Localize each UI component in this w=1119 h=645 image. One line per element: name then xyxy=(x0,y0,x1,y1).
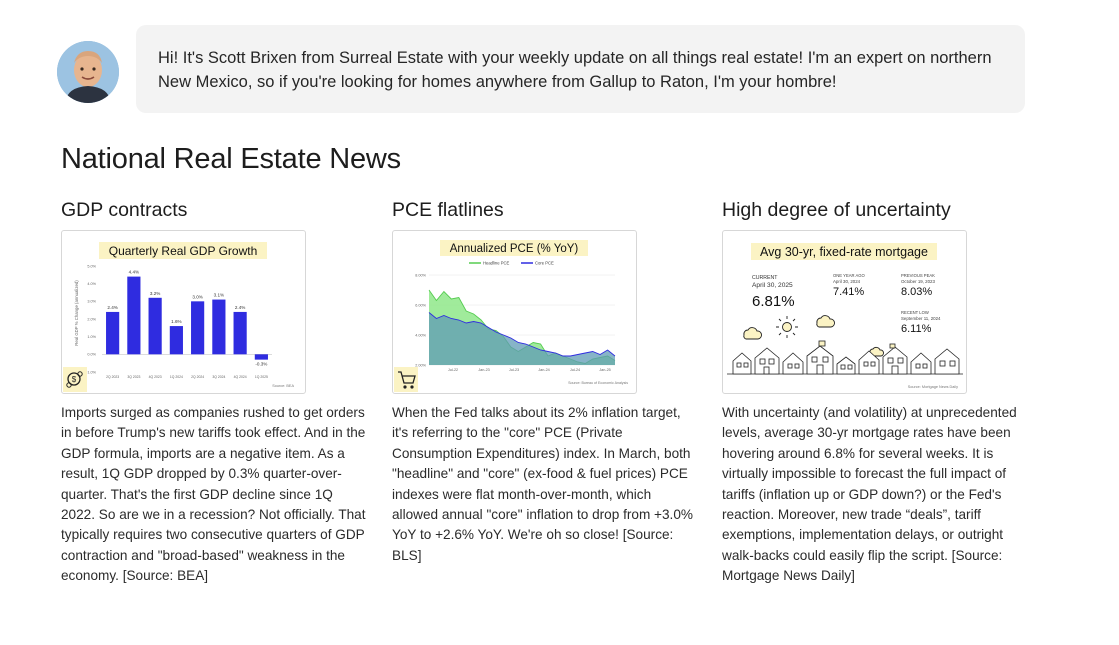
article-body: When the Fed talks about its 2% inflatio… xyxy=(392,405,693,563)
core-pce-area xyxy=(429,312,615,365)
recent-low-label: RECENT LOW xyxy=(901,310,929,315)
legend-core-label: Core PCE xyxy=(535,261,554,266)
x-tick-label: 1Q 2024 xyxy=(170,375,183,379)
y-tick-label: 2.0% xyxy=(87,317,96,321)
year-ago-value: 7.41% xyxy=(833,286,864,298)
previous-peak-label: PREVIOUS PEAK xyxy=(901,273,935,278)
recent-low-date: September 11, 2024 xyxy=(901,316,941,321)
previous-peak-date: October 19, 2023 xyxy=(901,279,935,284)
y-tick-label: 1.0% xyxy=(87,335,96,339)
x-tick-label: 4Q 2023 xyxy=(149,375,162,379)
y-tick-label: 2.00% xyxy=(415,363,426,367)
article-heading: High degree of uncertainty xyxy=(722,199,951,221)
x-tick-label: Jul-23 xyxy=(509,368,519,372)
title-highlight xyxy=(99,242,267,259)
chart-legend: Headline PCE Core PCE xyxy=(469,261,554,266)
shopping-cart-icon xyxy=(394,367,418,392)
x-tick-label: 1Q 2025 xyxy=(255,375,268,379)
recent-low-value: 6.11% xyxy=(901,323,932,335)
author-avatar xyxy=(57,41,119,103)
mortgage-infographic: Avg 30-yr, fixed-rate mortgage CURRENT A… xyxy=(727,243,963,389)
bar-value-label: 1.6% xyxy=(171,319,181,324)
x-tick-label: 3Q 2023 xyxy=(127,375,140,379)
gdp-bar xyxy=(106,311,120,355)
gdp-bar xyxy=(148,297,162,355)
bar-value-label: 2.4% xyxy=(107,305,117,310)
gdp-bar xyxy=(233,311,247,355)
bar-value-label: -0.3% xyxy=(255,362,267,367)
x-tick-label: 4Q 2024 xyxy=(234,375,247,379)
gdp-chart: Quarterly Real GDP Growth Real GDP % Cha… xyxy=(63,242,294,392)
gdp-chart-card: Quarterly Real GDP Growth Real GDP % Cha… xyxy=(61,230,306,394)
gdp-bar xyxy=(254,354,268,360)
bar-value-label: 3.2% xyxy=(150,291,160,296)
article-body: With uncertainty (and volatility) at unp… xyxy=(722,405,1017,584)
chart-source: Source: BEA xyxy=(272,384,294,388)
x-tick-label: Jan-24 xyxy=(538,368,550,372)
chart-source: Source: Bureau of Economic Analysis xyxy=(568,381,628,385)
y-tick-label: -1.0% xyxy=(86,370,97,374)
chart-title: Avg 30-yr, fixed-rate mortgage xyxy=(760,245,928,259)
cloud-icon xyxy=(743,327,762,340)
current-label: CURRENT xyxy=(752,275,778,281)
core-pce-line xyxy=(428,312,616,357)
bar-value-label: 3.0% xyxy=(192,294,202,299)
y-tick-label: 5.0% xyxy=(87,264,96,268)
y-tick-label: 3.0% xyxy=(87,300,96,304)
gdp-bar xyxy=(191,301,205,355)
x-tick-label: 3Q 2024 xyxy=(212,375,225,379)
x-tick-label: 2Q 2023 xyxy=(106,375,119,379)
y-tick-label: 4.0% xyxy=(87,282,96,286)
x-tick-label: Jan-23 xyxy=(478,368,490,372)
previous-peak-value: 8.03% xyxy=(901,286,932,298)
y-tick-label: 0.0% xyxy=(87,353,96,357)
houses-icon xyxy=(727,340,963,375)
article-heading: PCE flatlines xyxy=(392,199,504,221)
chart-title: Quarterly Real GDP Growth xyxy=(109,244,258,258)
gdp-bar xyxy=(212,299,226,355)
y-axis-label: Real GDP % Change (annualized) xyxy=(74,280,79,346)
year-ago-label: ONE YEAR AGO xyxy=(833,273,866,278)
coins-icon: $ xyxy=(63,367,87,392)
mortgage-card: Avg 30-yr, fixed-rate mortgage CURRENT A… xyxy=(722,230,967,394)
title-highlight xyxy=(440,240,588,256)
gdp-bar xyxy=(127,276,141,355)
bar-value-label: 3.1% xyxy=(214,293,224,298)
legend-headline-label: Headline PCE xyxy=(483,261,510,266)
intro-message: Hi! It's Scott Brixen from Surreal Estat… xyxy=(136,25,1025,113)
bar-value-label: 2.4% xyxy=(235,305,245,310)
x-tick-label: Jul-22 xyxy=(448,368,458,372)
article-heading: GDP contracts xyxy=(61,199,188,221)
svg-text:$: $ xyxy=(72,375,77,384)
article-gdp: GDP contracts Quarterly Real GDP Growth … xyxy=(61,197,371,587)
gdp-bar xyxy=(169,326,183,355)
article-mortgage: High degree of uncertainty Avg 30-yr, fi… xyxy=(722,197,1032,587)
article-pce: PCE flatlines Annualized PCE (% YoY) Hea… xyxy=(392,197,702,566)
pce-chart-card: Annualized PCE (% YoY) Headline PCE Core… xyxy=(392,230,637,394)
cloud-icon xyxy=(816,315,835,328)
pce-chart: Annualized PCE (% YoY) Headline PCE Core… xyxy=(394,240,628,392)
bar-value-label: 4.4% xyxy=(129,270,139,275)
x-tick-label: Jan-25 xyxy=(599,368,611,372)
person-avatar-icon xyxy=(57,41,119,103)
current-date: April 30, 2025 xyxy=(752,282,793,289)
title-highlight xyxy=(751,243,937,260)
y-tick-label: 8.00% xyxy=(415,273,426,277)
x-tick-label: 2Q 2024 xyxy=(191,375,204,379)
chart-title: Annualized PCE (% YoY) xyxy=(450,243,579,255)
year-ago-date: April 30, 2024 xyxy=(833,279,861,284)
article-body: Imports surged as companies rushed to ge… xyxy=(61,405,366,584)
y-tick-label: 4.00% xyxy=(415,333,426,337)
section-title: National Real Estate News xyxy=(61,143,401,175)
x-tick-label: Jul-24 xyxy=(570,368,580,372)
y-tick-label: 6.00% xyxy=(415,303,426,307)
sun-icon xyxy=(776,316,798,338)
current-value: 6.81% xyxy=(752,293,795,310)
chart-source: Source: Mortgage News Daily xyxy=(908,385,958,389)
